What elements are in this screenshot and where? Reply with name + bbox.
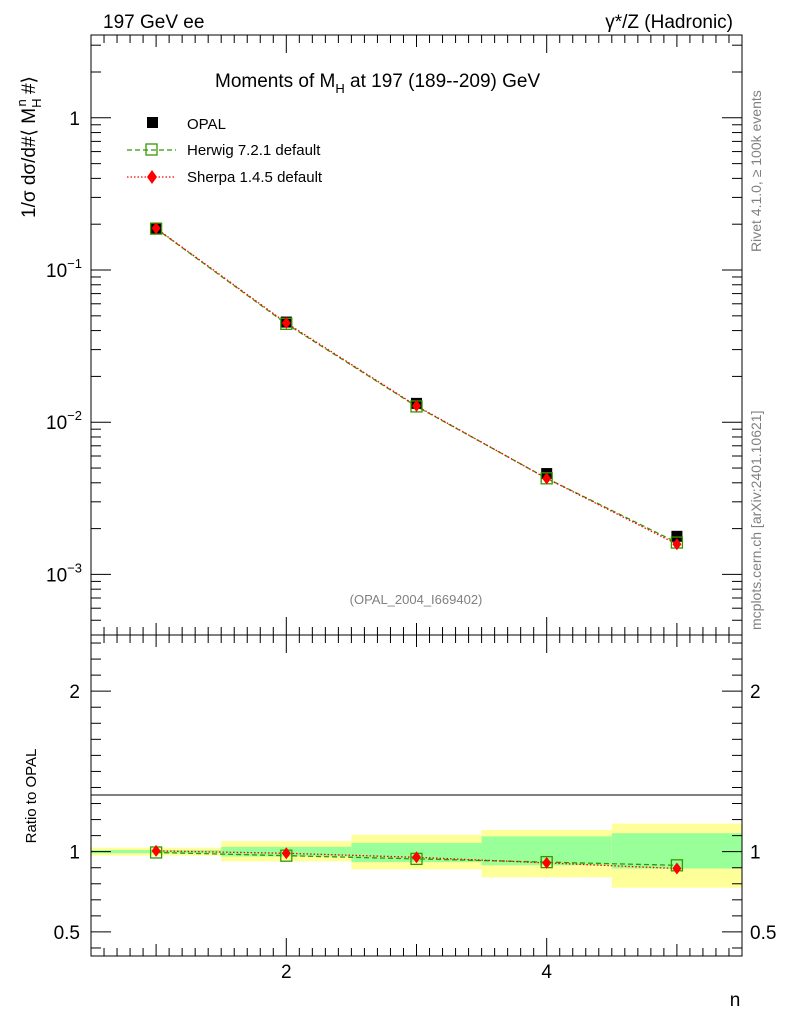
ratio-ytick-label-right: 0.5	[750, 923, 776, 944]
ratio-ytick-label-left: 2	[69, 682, 80, 703]
sherpa-point	[672, 538, 682, 551]
sherpa-point	[151, 222, 161, 235]
sherpa-point	[281, 316, 291, 329]
ratio-xtick-label: 4	[541, 962, 552, 983]
legend-sherpa-label: Sherpa 1.4.5 default	[187, 169, 323, 186]
ratio-ytick-label-left: 1	[69, 843, 80, 864]
side-mcplots: mcplots.cern.ch [arXiv:2401.10621]	[748, 411, 764, 630]
side-rivet: Rivet 4.1.0, ≥ 100k events	[748, 90, 764, 252]
legend-opal-marker	[147, 117, 158, 128]
xlabel: n	[730, 990, 741, 1011]
ratio-bands	[91, 823, 742, 888]
legend-sherpa-marker	[147, 170, 157, 184]
ratio-ylabel: Ratio to OPAL	[23, 749, 40, 844]
legend: OPAL Herwig 7.2.1 default Sherpa 1.4.5 d…	[127, 116, 323, 186]
watermark: (OPAL_2004_I669402)	[350, 592, 483, 607]
main-ytick-label: 10−2	[46, 408, 82, 434]
ratio-sherpa-point	[542, 856, 552, 869]
main-ytick-label: 10−3	[46, 560, 82, 586]
header-left: 197 GeV ee	[103, 12, 204, 33]
ratio-sherpa-point	[412, 851, 421, 864]
main-ytick-labels: 1 10−1 10−2 10−3	[46, 109, 82, 587]
ratio-ticks	[91, 635, 742, 956]
legend-herwig-marker	[145, 143, 158, 156]
main-ticks	[91, 35, 742, 636]
sherpa-point	[412, 399, 421, 412]
sherpa-line	[155, 227, 678, 545]
header-right: γ*/Z (Hadronic)	[605, 12, 733, 33]
ratio-sherpa-point	[281, 847, 291, 860]
main-ytick-label: 1	[69, 109, 80, 130]
ratio-ytick-label-right: 1	[750, 843, 761, 864]
ratio-panel: 0.5 0.5 1 1 2 2 2 4 Ratio to OPAL n	[23, 634, 777, 1011]
ratio-ytick-label-right: 2	[750, 682, 761, 703]
herwig-line	[155, 228, 678, 544]
chart-title: Moments of MH at 197 (189--209) GeV	[215, 71, 540, 96]
ratio-series	[149, 844, 684, 875]
sherpa-point	[542, 472, 552, 485]
main-ylabel: 1/σ dσ/d#⟨ MHn #⟩	[14, 76, 44, 218]
main-ytick-label: 10−1	[46, 256, 82, 282]
legend-herwig-label: Herwig 7.2.1 default	[187, 142, 321, 159]
ratio-tick-labels: 0.5 0.5 1 1 2 2 2 4	[54, 682, 777, 983]
opal-point	[671, 530, 683, 542]
legend-opal-label: OPAL	[187, 116, 226, 133]
main-series	[149, 222, 684, 551]
ratio-sherpa-point	[672, 862, 682, 875]
ratio-xtick-label: 2	[281, 962, 292, 983]
ratio-ytick-label-left: 0.5	[54, 923, 80, 944]
main-panel: 1 10−1 10−2 10−3 Moments of MH at 197 (189-…	[14, 34, 743, 636]
ratio-sherpa-point	[151, 844, 161, 857]
